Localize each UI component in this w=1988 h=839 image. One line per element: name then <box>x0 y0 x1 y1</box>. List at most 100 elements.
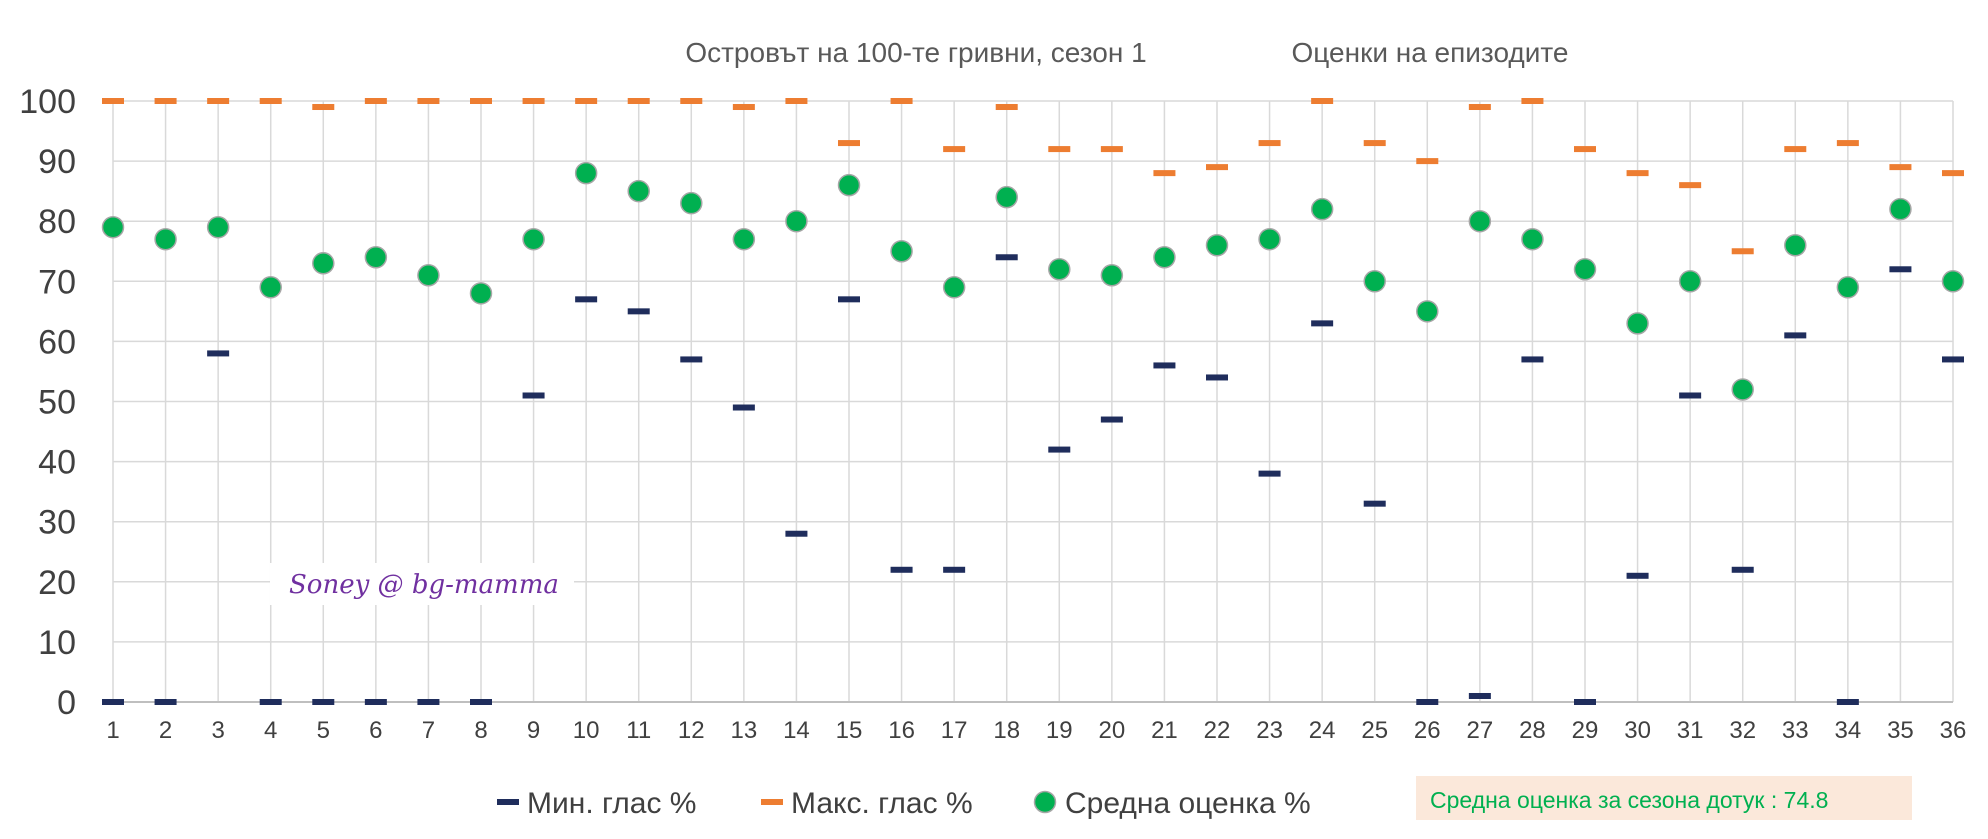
min-vote-marker <box>522 392 545 399</box>
x-tick-label: 11 <box>626 717 651 744</box>
max-vote-marker <box>785 98 808 104</box>
chart-title: Островът на 100-те гривни, сезон 1 <box>685 37 1146 68</box>
average-score-point <box>101 215 125 239</box>
min-vote-marker <box>1100 416 1123 423</box>
y-tick-label: 10 <box>38 624 76 662</box>
max-vote-marker <box>1679 182 1702 189</box>
x-tick-label: 7 <box>422 717 435 744</box>
x-tick-label: 33 <box>1782 717 1809 744</box>
min-vote-marker <box>154 699 177 705</box>
average-score-point <box>417 264 440 287</box>
max-vote-marker <box>995 104 1018 111</box>
x-tick-label: 32 <box>1729 717 1756 744</box>
x-tick-label: 31 <box>1677 717 1704 744</box>
min-vote-marker <box>785 530 808 537</box>
x-tick-label: 10 <box>573 717 600 744</box>
x-tick-label: 34 <box>1835 717 1862 744</box>
average-score-point <box>1521 227 1544 251</box>
legend-label: Средна оценка % <box>1065 787 1311 820</box>
legend: Мин. глас % Макс. глас % Средна оценка % <box>497 787 1311 820</box>
average-score-point <box>1889 197 1912 221</box>
min-vote-marker <box>890 566 913 573</box>
min-vote-marker <box>575 296 598 303</box>
min-vote-marker <box>207 350 230 357</box>
x-tick-label: 8 <box>474 717 487 744</box>
data-marks <box>101 98 1965 705</box>
average-score-point <box>627 179 650 203</box>
x-tick-label: 23 <box>1256 717 1283 744</box>
x-tick-label: 6 <box>369 717 382 744</box>
min-vote-marker <box>470 699 492 705</box>
x-tick-label: 36 <box>1940 717 1967 744</box>
average-score-point <box>1731 378 1754 401</box>
average-score-point <box>1573 258 1597 281</box>
average-score-point <box>469 282 493 305</box>
average-score-point <box>732 227 756 251</box>
min-vote-marker <box>627 308 650 315</box>
x-tick-label: 14 <box>783 717 810 744</box>
min-vote-marker <box>1731 566 1754 573</box>
max-vote-marker <box>732 104 755 111</box>
max-vote-marker <box>1521 98 1544 104</box>
x-tick-label: 9 <box>527 717 540 744</box>
x-tick-label: 21 <box>1151 717 1178 744</box>
x-tick-label: 4 <box>264 717 277 744</box>
min-vote-marker <box>1889 266 1912 273</box>
x-tick-label: 26 <box>1414 717 1441 744</box>
average-score-point <box>1784 233 1807 257</box>
min-vote-marker <box>1836 699 1859 705</box>
max-vote-marker <box>102 98 124 104</box>
x-tick-label: 16 <box>888 717 915 744</box>
x-tick-label: 18 <box>993 717 1020 744</box>
x-tick-label: 17 <box>941 717 968 744</box>
average-score-point <box>1836 276 1860 299</box>
max-vote-marker <box>1836 140 1859 147</box>
average-score-point <box>312 252 335 275</box>
max-vote-marker <box>154 98 177 104</box>
min-vote-marker <box>364 699 387 705</box>
x-tick-label: 35 <box>1887 717 1914 744</box>
y-tick-label: 30 <box>38 504 76 542</box>
x-tick-label: 20 <box>1099 717 1126 744</box>
x-tick-label: 3 <box>211 717 224 744</box>
max-vote-marker <box>364 98 387 104</box>
max-vote-marker <box>627 98 650 104</box>
average-score-point <box>1100 264 1124 287</box>
x-tick-label: 5 <box>317 717 330 744</box>
min-vote-marker <box>1679 392 1702 399</box>
average-score-point <box>942 276 966 299</box>
y-tick-label: 70 <box>38 263 76 301</box>
y-tick-label: 90 <box>38 143 76 181</box>
x-tick-label: 2 <box>159 717 172 744</box>
x-tick-label: 27 <box>1467 717 1494 744</box>
season-summary-text: Средна оценка за сезона дотук : 74.8 <box>1430 787 1828 813</box>
y-tick-label: 60 <box>38 323 76 361</box>
average-score-point <box>1468 209 1492 233</box>
x-tick-label: 12 <box>678 717 705 744</box>
average-score-point <box>890 240 913 263</box>
max-vote-marker <box>522 98 545 104</box>
max-vote-marker <box>470 98 492 104</box>
min-vote-marker <box>1048 446 1071 453</box>
min-vote-marker <box>1416 699 1439 705</box>
min-vote-marker <box>1574 699 1596 705</box>
average-score-point <box>1048 258 1071 281</box>
min-vote-marker <box>312 699 335 705</box>
y-tick-label: 0 <box>57 684 76 722</box>
min-vote-marker <box>259 699 282 705</box>
max-vote-marker <box>943 146 966 153</box>
max-vote-marker <box>890 98 913 104</box>
max-vote-marker <box>680 98 703 104</box>
legend-swatch <box>497 799 519 805</box>
average-score-point <box>522 227 545 251</box>
average-score-point <box>364 246 388 269</box>
min-vote-marker <box>1311 320 1334 327</box>
max-vote-marker <box>1363 140 1386 147</box>
max-vote-marker <box>1258 140 1281 147</box>
y-tick-label: 80 <box>38 203 76 241</box>
x-tick-label: 29 <box>1572 717 1599 744</box>
min-vote-marker <box>680 356 703 363</box>
max-vote-marker <box>1311 98 1334 104</box>
average-score-point <box>1205 233 1229 257</box>
